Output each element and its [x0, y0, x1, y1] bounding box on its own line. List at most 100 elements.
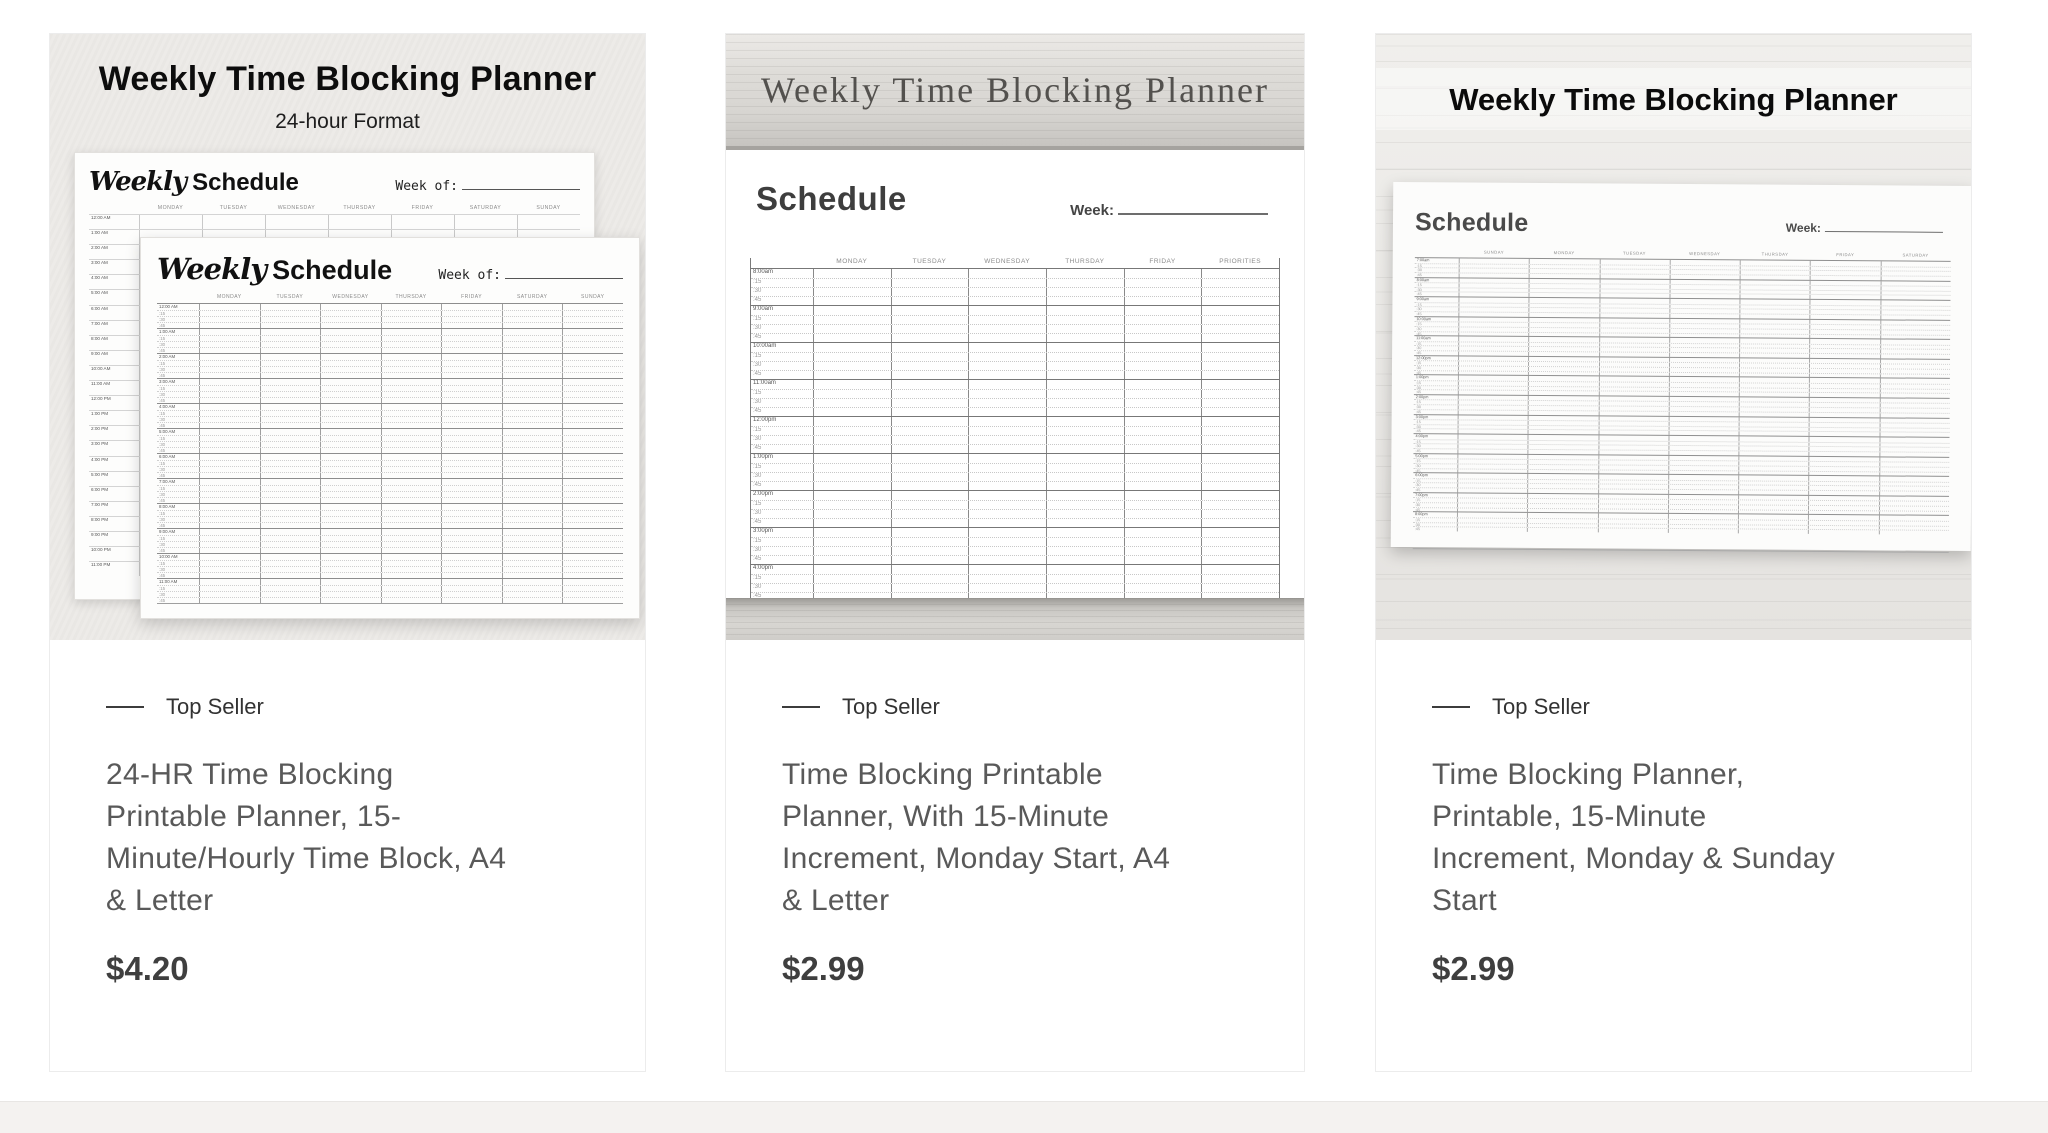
schedule-cell	[501, 486, 563, 491]
schedule-cell	[199, 529, 260, 535]
schedule-cell	[1123, 454, 1202, 463]
time-label: :45	[159, 473, 166, 478]
schedule-cell	[562, 498, 623, 503]
schedule-row-hour: 12:00pm	[751, 416, 1279, 426]
schedule-row-quarter: :15	[751, 389, 1279, 398]
time-label: :45	[159, 598, 166, 603]
schedule-row-quarter: :30	[157, 491, 623, 497]
day-header: THURSDAY	[1761, 251, 1789, 257]
schedule-cell	[562, 317, 623, 322]
schedule-cell	[562, 548, 623, 553]
schedule-cell	[890, 445, 969, 453]
schedule-cell	[380, 373, 442, 378]
schedule-cell	[199, 323, 260, 328]
time-label: 12:00 AM	[91, 215, 111, 220]
schedule-cell	[1123, 297, 1202, 305]
time-label: :30	[753, 325, 762, 331]
planner-cover-title: Weekly Time Blocking Planner	[98, 60, 597, 98]
time-label: :15	[159, 311, 166, 316]
schedule-row-quarter: :45	[157, 497, 623, 503]
schedule-cell	[813, 584, 891, 592]
schedule-cell	[1667, 529, 1738, 534]
schedule-cell	[968, 501, 1046, 509]
schedule-grid: SUNDAY MONDAY TUESDAY WEDNESDAY THURSDAY FRID…	[1412, 249, 1951, 553]
product-card[interactable]: Weekly Time Blocking Planner Schedule We…	[1375, 33, 1972, 1072]
schedule-cell	[890, 473, 969, 481]
schedule-row-hour: 3:00pm	[751, 527, 1279, 537]
schedule-cell	[890, 565, 969, 574]
time-label: 2:00 PM	[91, 426, 109, 432]
product-title[interactable]: Time Blocking Printable Planner, With 15…	[782, 758, 1171, 917]
schedule-cell	[517, 215, 580, 230]
time-label: 9:00 AM	[159, 529, 176, 534]
schedule-cell	[259, 517, 321, 522]
schedule-cell	[259, 498, 321, 503]
time-label: 12:00 AM	[159, 304, 178, 309]
schedule-cell	[1201, 316, 1279, 324]
schedule-cell	[968, 575, 1046, 583]
schedule-row-quarter: :15	[157, 585, 623, 591]
schedule-cell	[562, 486, 623, 491]
schedule-row-quarter: :30	[751, 324, 1279, 333]
schedule-cell	[1046, 519, 1124, 527]
time-label: 8:00am	[753, 269, 774, 275]
schedule-cell	[328, 215, 391, 230]
schedule-cell	[501, 492, 563, 497]
schedule-cell	[501, 479, 563, 485]
schedule-cell	[139, 245, 202, 260]
schedule-cell	[320, 554, 381, 560]
schedule-cell	[320, 498, 381, 503]
schedule-cell	[968, 380, 1046, 389]
schedule-cell	[380, 579, 442, 585]
schedule-row-quarter: :15	[157, 360, 623, 366]
product-card[interactable]: Weekly Time Blocking Planner Schedule We…	[725, 33, 1305, 1072]
schedule-cell	[380, 467, 442, 472]
schedule-cell	[890, 464, 969, 472]
time-label: 7:00 AM	[159, 479, 176, 484]
schedule-cell	[259, 367, 321, 372]
schedule-cell	[259, 336, 321, 341]
schedule-cell	[813, 565, 891, 574]
product-title[interactable]: 24-HR Time Blocking Printable Planner, 1…	[106, 758, 507, 917]
sheet-title-word: Schedule	[272, 255, 393, 285]
time-label: :45	[1414, 527, 1421, 532]
schedule-cell	[259, 348, 321, 353]
schedule-cell	[562, 492, 623, 497]
week-label: Week:	[1070, 202, 1268, 219]
schedule-cell	[890, 334, 969, 342]
schedule-cell	[259, 592, 321, 597]
day-header: WEDNESDAY	[1689, 251, 1721, 257]
product-image[interactable]: Weekly Time Blocking Planner 24-hour For…	[50, 34, 645, 640]
schedule-cell	[320, 398, 381, 403]
schedule-cell	[890, 408, 969, 416]
schedule-cell	[562, 479, 623, 485]
time-label: :15	[159, 336, 166, 341]
schedule-cell	[259, 461, 321, 466]
schedule-row-hour: 8:00am	[751, 268, 1279, 278]
schedule-cell	[199, 504, 260, 510]
schedule-cell	[890, 436, 969, 444]
schedule-cell	[1737, 529, 1809, 534]
product-image[interactable]: Weekly Time Blocking Planner Schedule We…	[726, 34, 1304, 640]
product-image[interactable]: Weekly Time Blocking Planner Schedule We…	[1376, 34, 1971, 640]
schedule-row-quarter: :45	[751, 333, 1279, 342]
day-header: SUNDAY	[1483, 249, 1505, 255]
product-card[interactable]: Weekly Time Blocking Planner 24-hour For…	[49, 33, 646, 1072]
time-label: :15	[159, 386, 166, 391]
schedule-cell	[968, 491, 1046, 500]
time-label: :30	[159, 492, 166, 497]
sheet-header: Weekly Schedule Week of:	[89, 167, 580, 197]
schedule-cell	[562, 561, 623, 566]
schedule-cell	[1046, 399, 1124, 407]
schedule-cell	[441, 523, 502, 528]
schedule-cell	[259, 417, 321, 422]
schedule-row-quarter: :30	[157, 441, 623, 447]
schedule-row-hour: 11:00am	[751, 379, 1279, 389]
product-title[interactable]: Time Blocking Planner, Printable, 15-Min…	[1432, 758, 1836, 917]
day-header: SATURDAY	[469, 205, 502, 211]
schedule-cell	[562, 448, 623, 453]
schedule-cell	[320, 429, 381, 435]
schedule-cell	[380, 473, 442, 478]
time-label: 7:00 PM	[91, 501, 109, 507]
schedule-cell	[1201, 427, 1279, 435]
